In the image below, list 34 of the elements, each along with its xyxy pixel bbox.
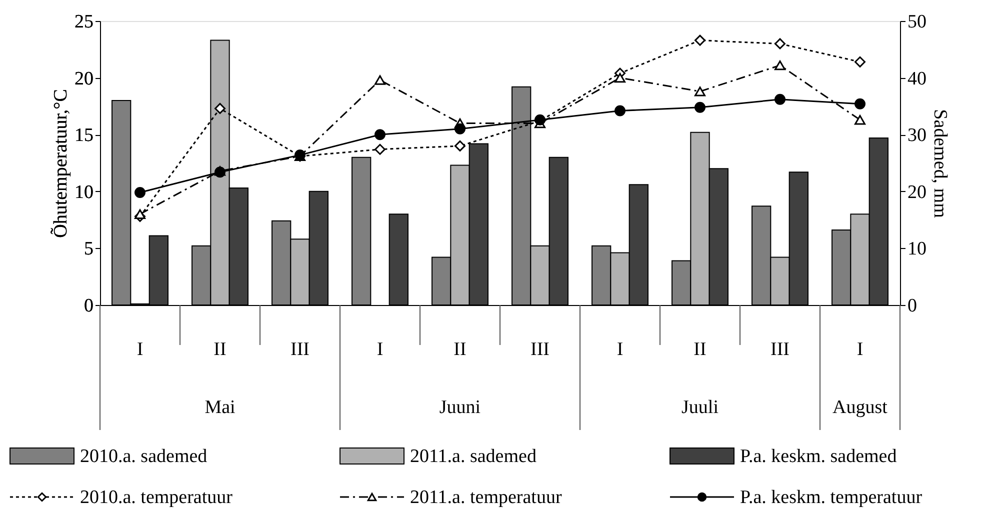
text: Juuni [439,397,481,418]
x-tick-label: III [530,339,550,360]
y2-tick-label: 0 [908,296,917,316]
y-tick-label: 0 [84,296,94,316]
y2-tick-label: 40 [908,68,926,90]
y2-tick-label: 50 [908,12,926,32]
x-tick-label: I [856,339,864,360]
text: Mai [204,397,236,418]
x-tick-label: II [454,339,466,360]
x-tick-label: II [694,339,706,360]
text: Juuli [682,397,718,418]
x-tick-label: I [616,339,624,360]
legend-label: P.a. keskm. temperatuur [740,487,923,508]
legend-label: 2011.a. temperatuur [410,487,562,508]
x-tick-label: III [770,339,790,360]
x-tick-label: I [136,339,144,360]
y2-axis-title: Sademed, mm [930,109,950,218]
legend-label: 2010.a. sademed [80,446,208,467]
y-tick-label: 20 [74,68,94,90]
y-tick-label: 25 [74,12,94,32]
y-axis-title: Õhutemperatuur,°C [50,89,72,238]
legend-label: 2010.a. temperatuur [80,487,234,508]
x-tick-label: III [290,339,310,360]
y-tick-label: 10 [74,182,94,203]
y2-tick-label: 30 [908,125,926,146]
y-tick-label: 5 [84,238,94,260]
y-tick-label: 15 [74,125,94,146]
y2-tick-label: 10 [908,238,926,260]
legend-label: P.a. keskm. sademed [740,446,898,467]
text: August [832,397,888,418]
x-tick-label: I [376,339,384,360]
x-tick-label: II [214,339,226,360]
legend-label: 2011.a. sademed [410,446,537,467]
y2-tick-label: 20 [908,182,926,203]
